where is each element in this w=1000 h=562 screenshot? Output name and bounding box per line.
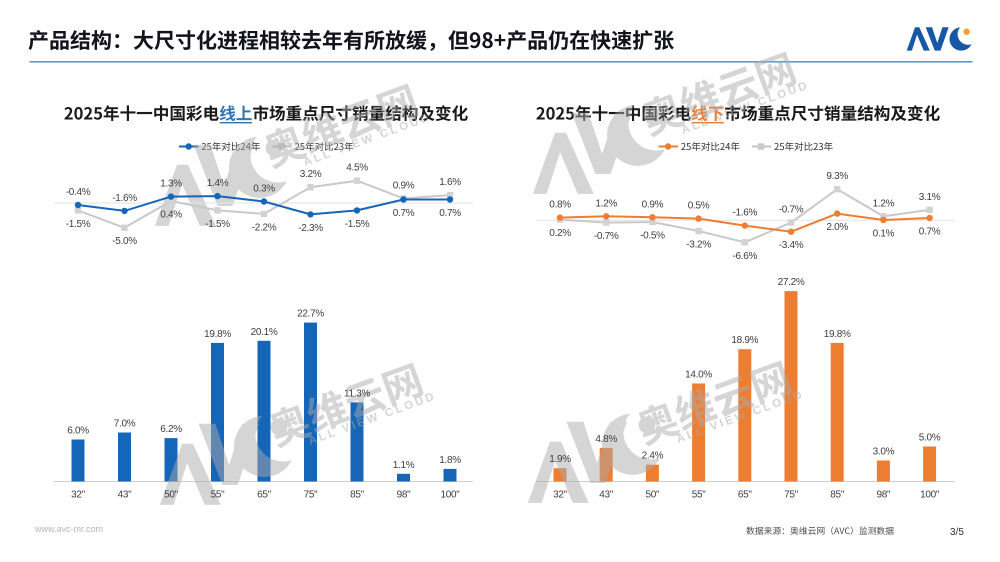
svg-text:1.2%: 1.2% — [595, 198, 617, 209]
svg-text:1.8%: 1.8% — [439, 455, 461, 466]
svg-text:27.2%: 27.2% — [778, 277, 805, 288]
svg-text:-1.5%: -1.5% — [66, 219, 91, 230]
svg-text:3.1%: 3.1% — [919, 192, 941, 203]
svg-text:14.0%: 14.0% — [685, 370, 712, 381]
svg-text:55": 55" — [692, 490, 707, 501]
svg-text:1.9%: 1.9% — [549, 454, 571, 465]
svg-text:19.8%: 19.8% — [204, 329, 231, 340]
svg-text:7.0%: 7.0% — [114, 419, 136, 430]
svg-text:3.2%: 3.2% — [300, 169, 322, 180]
svg-text:18.9%: 18.9% — [731, 335, 758, 346]
svg-text:-0.7%: -0.7% — [594, 231, 619, 242]
svg-text:0.7%: 0.7% — [919, 227, 941, 238]
svg-text:-1.6%: -1.6% — [732, 208, 757, 219]
svg-text:-0.4%: -0.4% — [66, 187, 91, 198]
svg-text:3.0%: 3.0% — [873, 447, 895, 458]
svg-text:3/5: 3/5 — [950, 527, 964, 538]
svg-text:-0.7%: -0.7% — [779, 205, 804, 216]
svg-text:www.avc-mr.com: www.avc-mr.com — [34, 524, 103, 534]
svg-text:50": 50" — [646, 490, 661, 501]
svg-text:43": 43" — [599, 490, 614, 501]
svg-text:55": 55" — [211, 490, 226, 501]
svg-text:22.7%: 22.7% — [297, 309, 324, 320]
svg-text:11.3%: 11.3% — [344, 388, 371, 399]
svg-text:85": 85" — [830, 490, 845, 501]
svg-text:-1.6%: -1.6% — [112, 193, 137, 204]
svg-text:2.0%: 2.0% — [826, 222, 848, 233]
svg-text:43": 43" — [118, 490, 133, 501]
svg-text:50": 50" — [164, 490, 179, 501]
svg-text:1.6%: 1.6% — [439, 177, 461, 188]
svg-text:1.4%: 1.4% — [207, 178, 229, 189]
svg-text:-2.2%: -2.2% — [252, 222, 277, 233]
svg-text:-3.4%: -3.4% — [779, 240, 804, 251]
svg-text:0.1%: 0.1% — [873, 229, 895, 240]
svg-text:0.9%: 0.9% — [642, 199, 664, 210]
svg-text:-1.5%: -1.5% — [205, 219, 230, 230]
svg-text:100": 100" — [440, 490, 460, 501]
svg-text:-5.0%: -5.0% — [112, 236, 137, 247]
svg-text:100": 100" — [920, 490, 940, 501]
svg-text:6.2%: 6.2% — [160, 424, 182, 435]
svg-text:0.5%: 0.5% — [688, 201, 710, 212]
svg-text:19.8%: 19.8% — [824, 329, 851, 340]
svg-text:0.2%: 0.2% — [549, 228, 571, 239]
svg-text:20.1%: 20.1% — [251, 327, 278, 338]
svg-text:4.8%: 4.8% — [595, 434, 617, 445]
svg-text:0.3%: 0.3% — [253, 184, 275, 195]
svg-text:1.3%: 1.3% — [160, 179, 182, 190]
svg-text:85": 85" — [350, 490, 365, 501]
svg-text:32": 32" — [71, 490, 86, 501]
svg-text:1.2%: 1.2% — [873, 198, 895, 209]
svg-text:98": 98" — [877, 490, 892, 501]
svg-text:-0.5%: -0.5% — [640, 231, 665, 242]
svg-text:75": 75" — [784, 490, 799, 501]
svg-text:65": 65" — [738, 490, 753, 501]
svg-text:1.1%: 1.1% — [393, 460, 415, 471]
svg-text:-6.6%: -6.6% — [732, 251, 757, 262]
svg-text:0.9%: 0.9% — [393, 181, 415, 192]
svg-text:65": 65" — [257, 490, 272, 501]
svg-text:0.4%: 0.4% — [160, 210, 182, 221]
svg-text:6.0%: 6.0% — [67, 426, 89, 437]
svg-text:2.4%: 2.4% — [642, 451, 664, 462]
svg-text:0.7%: 0.7% — [439, 208, 461, 219]
svg-text:-1.5%: -1.5% — [345, 219, 370, 230]
svg-text:4.5%: 4.5% — [346, 163, 368, 174]
svg-text:32": 32" — [553, 490, 568, 501]
svg-text:-2.3%: -2.3% — [298, 223, 323, 234]
svg-text:0.8%: 0.8% — [549, 200, 571, 211]
svg-text:0.7%: 0.7% — [393, 208, 415, 219]
svg-text:9.3%: 9.3% — [826, 171, 848, 182]
svg-text:75": 75" — [304, 490, 319, 501]
svg-text:98": 98" — [397, 490, 412, 501]
svg-text:-3.2%: -3.2% — [686, 240, 711, 251]
svg-text:5.0%: 5.0% — [919, 433, 941, 444]
